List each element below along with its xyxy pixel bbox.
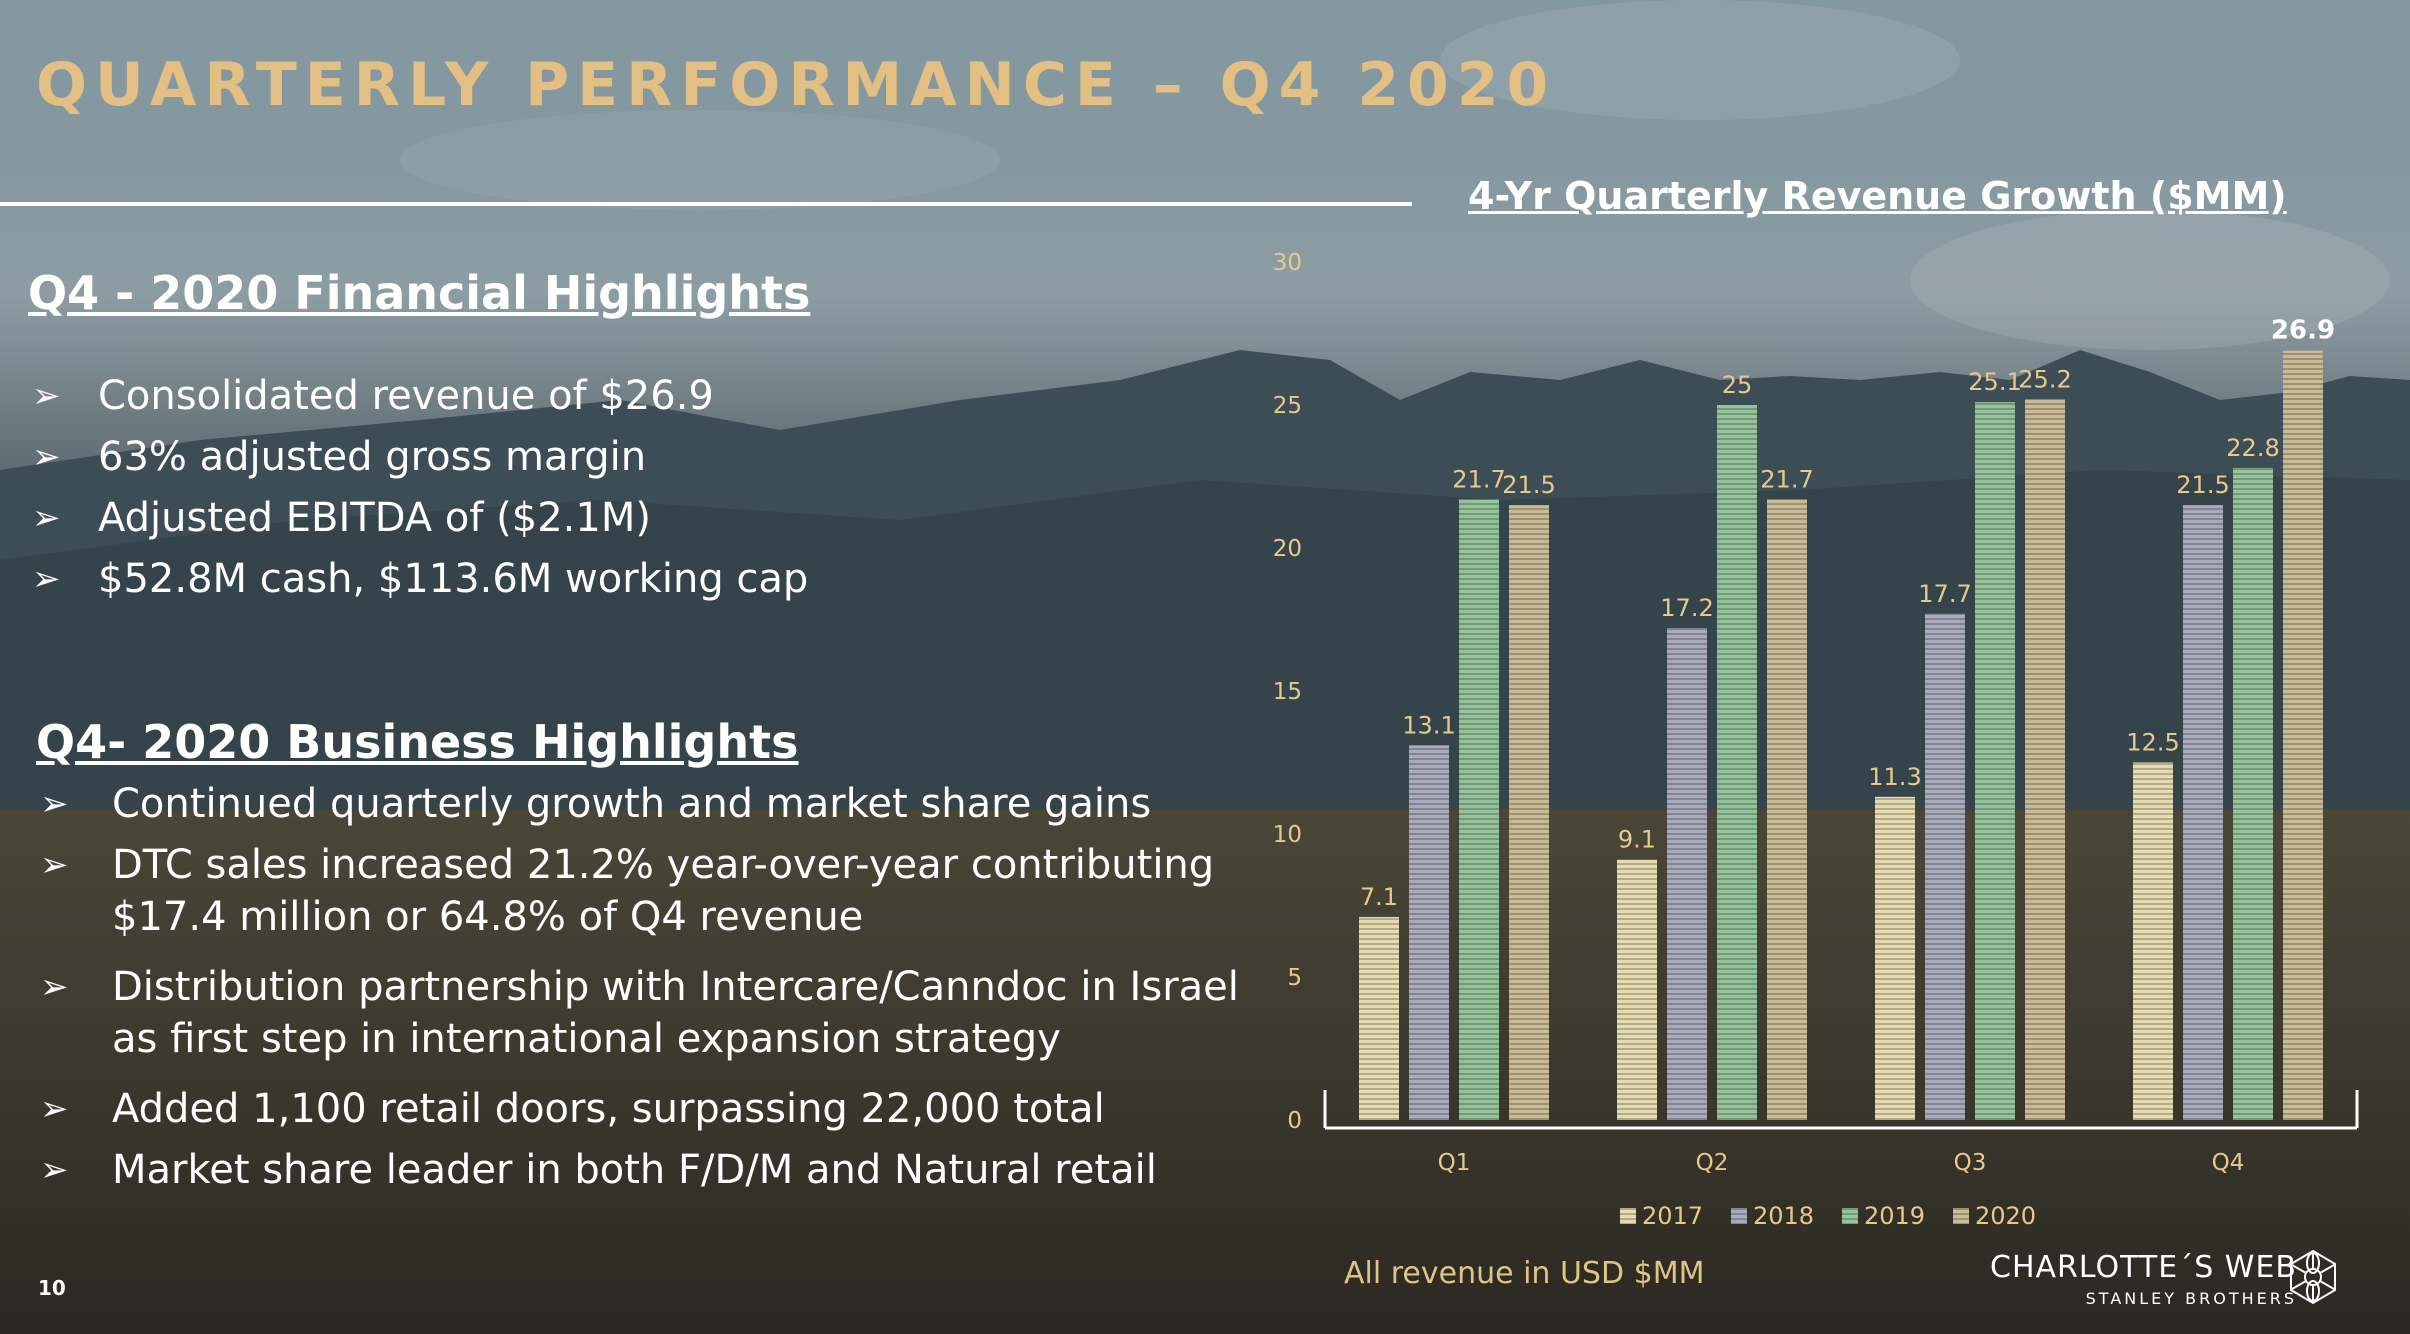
- legend-label: 2019: [1864, 1202, 1925, 1230]
- brand-name: CHARLOTTE´S WEB: [1990, 1250, 2297, 1285]
- y-tick-label: 0: [1287, 1108, 1302, 1134]
- brand-subtitle: STANLEY BROTHERS: [2085, 1289, 2297, 1308]
- list-item: ➢ Consolidated revenue of $26.9: [32, 370, 808, 431]
- bullet-text: 63% adjusted gross margin: [98, 434, 647, 480]
- data-label: 7.1: [1360, 883, 1398, 911]
- bar-texture: [1875, 796, 1915, 1120]
- bullet-text: Consolidated revenue of $26.9: [98, 373, 714, 419]
- legend-swatch-texture: [1953, 1208, 1969, 1224]
- list-item: ➢ Adjusted EBITDA of ($2.1M): [32, 492, 808, 553]
- bar-texture: [2233, 467, 2273, 1120]
- data-label: 21.7: [1760, 465, 1813, 493]
- y-tick-label: 10: [1273, 822, 1302, 848]
- data-label: 17.7: [1918, 580, 1971, 608]
- title-divider: [0, 202, 1412, 206]
- bar-texture: [1925, 613, 1965, 1120]
- slide-title: QUARTERLY PERFORMANCE – Q4 2020: [36, 50, 1557, 120]
- legend-label: 2020: [1975, 1202, 2036, 1230]
- bullet-text: Distribution partnership with Intercare/…: [112, 964, 1239, 1062]
- bar-texture: [2025, 399, 2065, 1120]
- y-tick-label: 5: [1287, 965, 1302, 991]
- y-tick-label: 30: [1273, 250, 1302, 276]
- data-label: 12.5: [2126, 729, 2179, 757]
- list-item: ➢ Added 1,100 retail doors, surpassing 22…: [40, 1083, 1272, 1144]
- x-tick-label: Q2: [1696, 1150, 1729, 1176]
- financial-highlights-list: ➢ Consolidated revenue of $26.9 ➢ 63% adju…: [32, 370, 808, 614]
- business-highlights-heading: Q4- 2020 Business Highlights: [36, 715, 799, 769]
- business-highlights-list: ➢ Continued quarterly growth and market s…: [40, 778, 1272, 1205]
- legend-swatch-texture: [1842, 1208, 1858, 1224]
- data-label: 21.7: [1452, 465, 1505, 493]
- chart-title: 4-Yr Quarterly Revenue Growth ($MM): [1468, 174, 2287, 218]
- x-tick-label: Q4: [2212, 1150, 2245, 1176]
- flower-logo-icon: [2290, 1249, 2336, 1305]
- list-item: ➢ Market share leader in both F/D/M and N…: [40, 1144, 1272, 1205]
- x-tick-label: Q3: [1954, 1150, 1987, 1176]
- arrow-bullet-icon: ➢: [40, 784, 69, 824]
- bar-texture: [2283, 350, 2323, 1120]
- arrow-bullet-icon: ➢: [40, 1089, 69, 1129]
- legend-label: 2017: [1642, 1202, 1703, 1230]
- bar-texture: [1975, 402, 2015, 1120]
- chart-axis-group: 0 5 10 15 20 25 30 Q1 Q2 Q3 Q4: [1273, 250, 2359, 1176]
- data-label: 9.1: [1618, 826, 1656, 854]
- bar-texture: [1459, 499, 1499, 1120]
- data-label: 25.2: [2018, 365, 2071, 393]
- y-tick-label: 15: [1273, 679, 1302, 705]
- bullet-text: Adjusted EBITDA of ($2.1M): [98, 495, 651, 541]
- data-label: 21.5: [2176, 471, 2229, 499]
- bar-texture: [1717, 405, 1757, 1120]
- bar-texture: [1359, 916, 1399, 1120]
- page-number: 10: [38, 1276, 66, 1300]
- data-label: 13.1: [1402, 711, 1455, 739]
- brand-wordmark: CHARLOTTE´S WEB STANLEY BROTHERS: [1990, 1250, 2297, 1308]
- list-item: ➢ DTC sales increased 21.2% year-over-yea…: [40, 839, 1272, 961]
- bar-texture: [2183, 505, 2223, 1121]
- data-label: 25.1: [1968, 368, 2021, 396]
- data-label: 26.9: [2271, 316, 2335, 346]
- legend-swatch-texture: [1731, 1208, 1747, 1224]
- data-label: 17.2: [1660, 594, 1713, 622]
- chart-bars-group: 7.113.121.721.59.117.22521.711.317.725.1…: [1359, 316, 2335, 1121]
- y-tick-label: 25: [1273, 393, 1302, 419]
- data-label: 11.3: [1868, 763, 1921, 791]
- list-item: ➢ Continued quarterly growth and market s…: [40, 778, 1272, 839]
- arrow-bullet-icon: ➢: [40, 1150, 69, 1190]
- y-tick-label: 20: [1273, 536, 1302, 562]
- chart-legend: 2017 2018 2019 2020: [1620, 1202, 2036, 1230]
- bullet-text: $52.8M cash, $113.6M working cap: [98, 556, 809, 602]
- bar-texture: [1617, 859, 1657, 1120]
- arrow-bullet-icon: ➢: [32, 498, 61, 538]
- bar-texture: [1767, 499, 1807, 1120]
- bullet-text: Continued quarterly growth and market sh…: [112, 781, 1152, 827]
- bar-texture: [1409, 745, 1449, 1120]
- currency-footnote: All revenue in USD $MM: [1344, 1256, 1705, 1291]
- list-item: ➢ $52.8M cash, $113.6M working cap: [32, 553, 808, 614]
- financial-highlights-heading: Q4 - 2020 Financial Highlights: [28, 266, 811, 320]
- data-label: 21.5: [1502, 471, 1555, 499]
- list-item: ➢ 63% adjusted gross margin: [32, 431, 808, 492]
- list-item: ➢ Distribution partnership with Intercare…: [40, 961, 1272, 1083]
- bar-texture: [2133, 762, 2173, 1120]
- bar-texture: [1667, 628, 1707, 1120]
- data-label: 25: [1722, 371, 1753, 399]
- legend-swatch-texture: [1620, 1208, 1636, 1224]
- bullet-text: DTC sales increased 21.2% year-over-year…: [112, 842, 1215, 940]
- x-tick-label: Q1: [1438, 1150, 1471, 1176]
- arrow-bullet-icon: ➢: [32, 559, 61, 599]
- arrow-bullet-icon: ➢: [40, 845, 69, 885]
- arrow-bullet-icon: ➢: [32, 437, 61, 477]
- bar-texture: [1509, 505, 1549, 1121]
- bullet-text: Added 1,100 retail doors, surpassing 22,…: [112, 1086, 1105, 1132]
- bullet-text: Market share leader in both F/D/M and Na…: [112, 1147, 1157, 1193]
- data-label: 22.8: [2226, 434, 2279, 462]
- arrow-bullet-icon: ➢: [32, 376, 61, 416]
- legend-label: 2018: [1753, 1202, 1814, 1230]
- arrow-bullet-icon: ➢: [40, 967, 69, 1007]
